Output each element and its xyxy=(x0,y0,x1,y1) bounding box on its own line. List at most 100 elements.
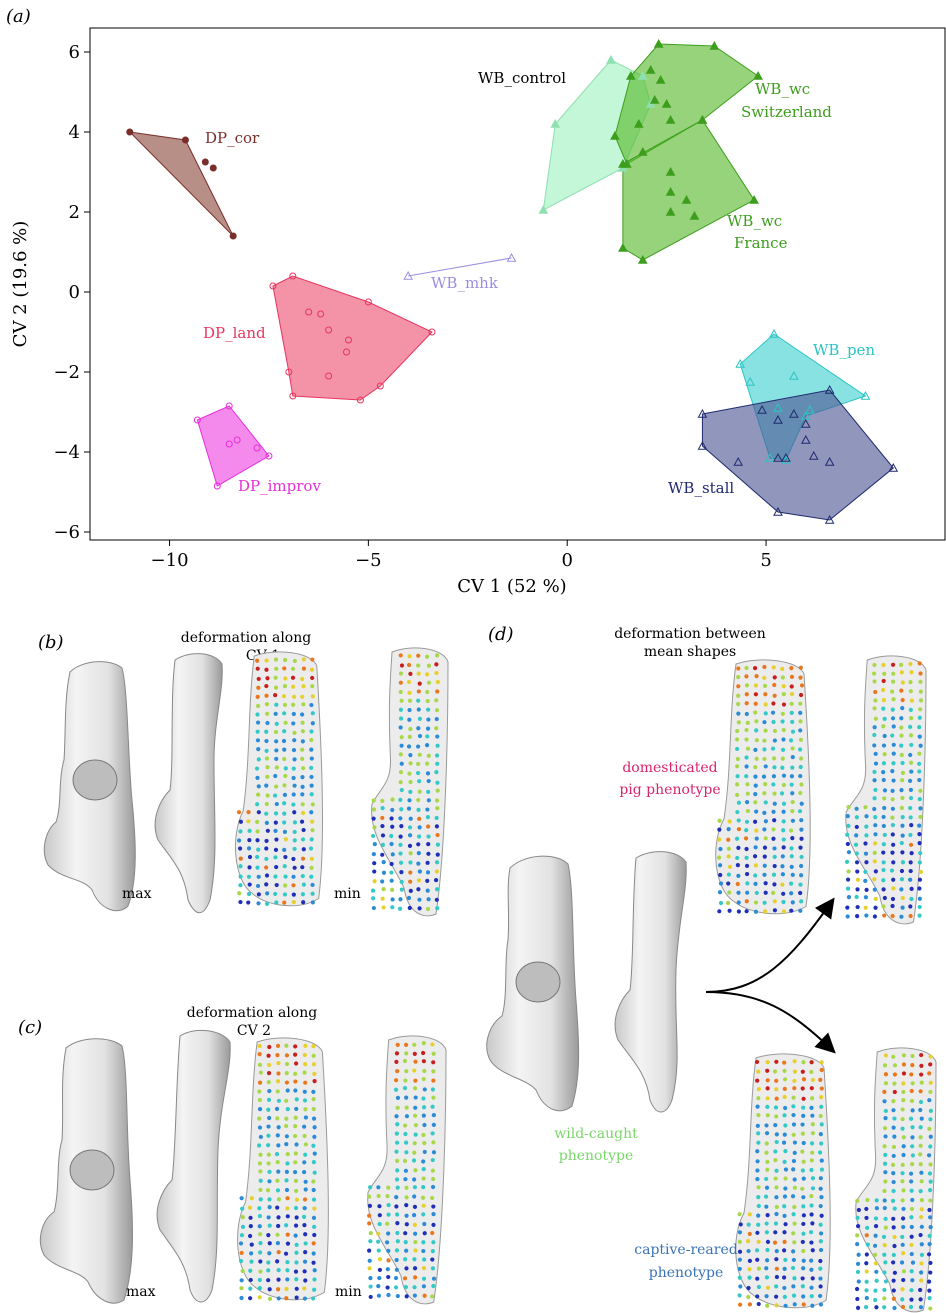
landmark-dot xyxy=(846,895,852,900)
point-wb-stall xyxy=(757,404,767,414)
landmark-dot xyxy=(917,734,922,739)
landmark-dot xyxy=(798,773,803,779)
landmark-dot xyxy=(781,899,786,905)
landmark-dot xyxy=(265,793,270,798)
landmark-dot xyxy=(791,1167,796,1172)
landmark-dot xyxy=(264,783,269,788)
landmark-dot xyxy=(863,905,868,910)
point-dp-land xyxy=(376,382,384,390)
landmark-dot xyxy=(810,1186,816,1191)
landmark-dot xyxy=(909,1269,914,1274)
point-wb-stall xyxy=(773,414,783,424)
landmark-dot xyxy=(406,662,412,668)
landmark-dot xyxy=(845,841,850,847)
landmark-dot xyxy=(736,900,741,905)
landmark-dot xyxy=(755,1276,760,1281)
landmark-dot xyxy=(421,1284,426,1289)
cv2-note-line1: deformation along xyxy=(187,1005,317,1021)
landmark-dot xyxy=(426,778,431,784)
point-wb-wc-france xyxy=(689,210,700,220)
landmark-dot xyxy=(282,666,287,671)
landmark-dot xyxy=(883,1279,889,1284)
landmark-dot xyxy=(276,1223,281,1229)
landmark-dot xyxy=(276,1169,281,1174)
landmark-dot xyxy=(394,1078,399,1083)
landmark-dot xyxy=(899,805,904,810)
landmark-dot xyxy=(900,1234,905,1240)
landmark-dot xyxy=(917,769,922,774)
landmark-dot xyxy=(737,1249,743,1254)
landmark-dot xyxy=(754,756,759,761)
landmark-dot xyxy=(413,1078,418,1083)
landmark-dot xyxy=(874,1198,879,1203)
landmark-dot xyxy=(394,1059,399,1064)
point-dp-land xyxy=(428,328,436,336)
landmark-dot xyxy=(819,1213,824,1218)
landmark-dot xyxy=(380,806,385,811)
landmark-dot xyxy=(266,1070,272,1076)
landmark-dot xyxy=(818,1222,823,1227)
landmark-dot xyxy=(726,872,732,877)
landmark-dot xyxy=(928,1117,933,1122)
point-wb-wc-switzerland xyxy=(649,94,660,104)
landmark-dot xyxy=(883,1053,889,1058)
landmark-dot xyxy=(408,860,413,865)
landmark-dot xyxy=(899,914,904,919)
landmark-dot xyxy=(909,1098,915,1104)
landmark-dot xyxy=(312,1268,317,1273)
point-wb-stall xyxy=(824,456,835,466)
landmark-dot xyxy=(772,765,777,770)
landmark-dot xyxy=(726,827,731,832)
landmark-dot xyxy=(300,747,305,752)
landmark-dot xyxy=(753,863,758,868)
landmark-dot xyxy=(928,1144,933,1149)
point-dp-land xyxy=(305,308,313,316)
landmark-dot xyxy=(735,792,740,798)
point-wb-wc-france xyxy=(681,194,692,204)
landmark-dot xyxy=(881,706,886,711)
landmark-dot xyxy=(274,721,279,726)
landmark-dot xyxy=(282,783,287,788)
landmark-dot xyxy=(800,1284,805,1289)
landmark-dot xyxy=(283,854,288,860)
landmark-dot xyxy=(371,896,376,901)
y-tick-label: 4 xyxy=(69,122,80,143)
landmark-dot xyxy=(421,1185,426,1190)
landmark-dot xyxy=(892,1234,897,1240)
landmark-dot xyxy=(255,703,261,709)
landmark-dot xyxy=(293,1115,298,1120)
landmark-dot xyxy=(774,1114,779,1119)
landmark-dot xyxy=(818,1231,824,1236)
landmark-dot xyxy=(310,891,315,896)
landmark-dot xyxy=(276,1143,281,1148)
landmark-dot xyxy=(285,1260,290,1265)
landmark-dot xyxy=(781,773,787,778)
heatmap-bone-side-cv2 xyxy=(237,1037,329,1301)
landmark-dot xyxy=(753,881,758,886)
landmark-dot xyxy=(431,1150,437,1155)
landmark-dot xyxy=(311,1116,317,1121)
landmark-dot xyxy=(421,1212,426,1217)
landmark-dot xyxy=(910,1197,915,1203)
point-dp-improv xyxy=(253,444,261,452)
landmark-dot xyxy=(899,788,904,793)
landmark-dot xyxy=(810,1113,815,1118)
landmark-dot xyxy=(792,1240,797,1245)
landmark-dot xyxy=(406,744,412,749)
landmark-dot xyxy=(798,756,804,761)
plot-frame xyxy=(89,27,946,541)
landmark-dot xyxy=(425,726,431,731)
landmark-dot xyxy=(434,716,439,722)
landmark-dot xyxy=(790,900,795,905)
landmark-dot xyxy=(782,1077,788,1082)
landmark-dot xyxy=(891,1225,896,1230)
landmark-dot xyxy=(284,1123,289,1129)
landmark-dot xyxy=(274,666,279,671)
landmark-dot xyxy=(809,1240,814,1245)
landmark-dot xyxy=(284,1053,290,1058)
x-tick-label: 0 xyxy=(561,550,572,571)
landmark-dot xyxy=(416,698,421,703)
landmark-dot xyxy=(246,900,251,905)
landmark-dot xyxy=(435,653,440,658)
landmark-dot xyxy=(258,1197,263,1202)
